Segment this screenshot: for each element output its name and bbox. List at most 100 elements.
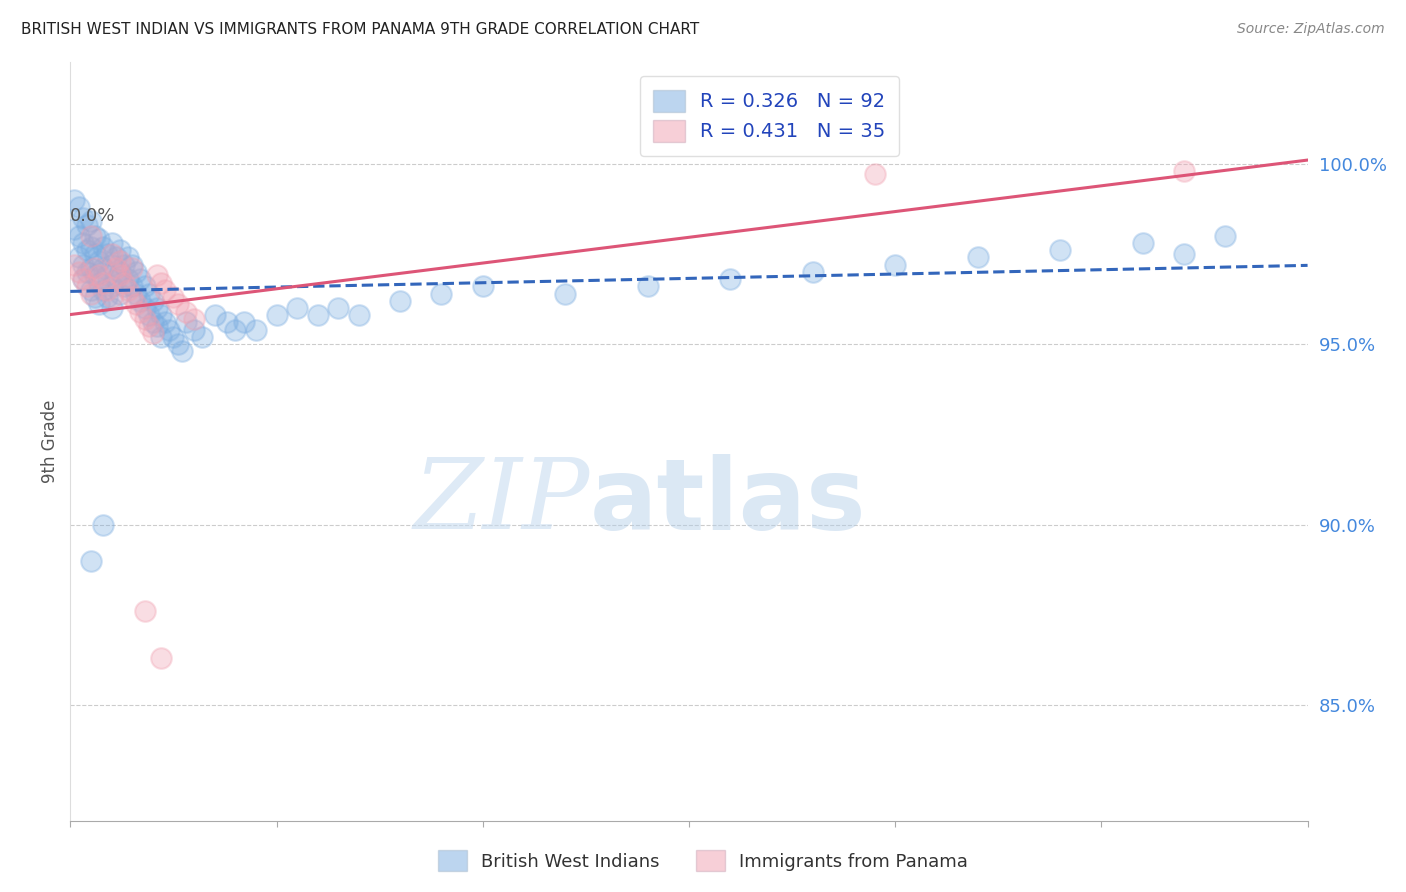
Point <box>430 286 453 301</box>
Point <box>863 167 886 181</box>
Point <box>1132 235 1154 250</box>
Point <box>80 214 103 228</box>
Point <box>96 290 118 304</box>
Point <box>104 251 127 265</box>
Point <box>91 239 114 253</box>
Point <box>150 330 173 344</box>
Point <box>138 308 160 322</box>
Point <box>100 301 122 315</box>
Point <box>84 268 107 283</box>
Y-axis label: 9th Grade: 9th Grade <box>41 400 59 483</box>
Point <box>76 218 98 232</box>
Point <box>146 318 169 333</box>
Point <box>801 265 824 279</box>
Point <box>89 232 111 246</box>
Point <box>146 301 169 315</box>
Point <box>112 258 135 272</box>
Point <box>121 261 143 276</box>
Point <box>554 286 576 301</box>
Point <box>134 604 156 618</box>
Point <box>104 261 127 276</box>
Point <box>1173 163 1195 178</box>
Point <box>166 297 188 311</box>
Point <box>67 200 90 214</box>
Point <box>72 211 94 225</box>
Point <box>72 235 94 250</box>
Point <box>138 286 160 301</box>
Point <box>134 311 156 326</box>
Point <box>100 279 122 293</box>
Point <box>84 228 107 243</box>
Point <box>166 337 188 351</box>
Point <box>471 279 494 293</box>
Point <box>89 254 111 268</box>
Point <box>76 265 98 279</box>
Point <box>142 326 165 341</box>
Point <box>174 304 197 318</box>
Point <box>91 517 114 532</box>
Legend: R = 0.326   N = 92, R = 0.431   N = 35: R = 0.326 N = 92, R = 0.431 N = 35 <box>640 76 898 156</box>
Point <box>146 268 169 283</box>
Point <box>67 251 90 265</box>
Point <box>96 268 118 283</box>
Point <box>162 330 184 344</box>
Point <box>718 272 741 286</box>
Point <box>117 283 139 297</box>
Point <box>63 221 86 235</box>
Point <box>153 315 176 329</box>
Point <box>72 258 94 272</box>
Point <box>637 279 659 293</box>
Point <box>91 261 114 276</box>
Point <box>224 323 246 337</box>
Point <box>89 297 111 311</box>
Point <box>129 304 152 318</box>
Point <box>142 315 165 329</box>
Point <box>121 258 143 272</box>
Point <box>100 235 122 250</box>
Point <box>91 276 114 290</box>
Point <box>125 265 148 279</box>
Point <box>162 290 184 304</box>
Point <box>1173 247 1195 261</box>
Point <box>170 344 193 359</box>
Legend: British West Indians, Immigrants from Panama: British West Indians, Immigrants from Pa… <box>430 843 976 879</box>
Point <box>328 301 350 315</box>
Point <box>129 293 152 308</box>
Point <box>84 261 107 276</box>
Point <box>108 265 131 279</box>
Point <box>72 272 94 286</box>
Point <box>84 290 107 304</box>
Point <box>96 283 118 297</box>
Point <box>1049 243 1071 257</box>
Point <box>215 315 238 329</box>
Point <box>153 283 176 297</box>
Point <box>100 247 122 261</box>
Point <box>125 297 148 311</box>
Point <box>347 308 370 322</box>
Point <box>183 323 205 337</box>
Text: 0.0%: 0.0% <box>70 207 115 225</box>
Point <box>966 251 988 265</box>
Point <box>89 276 111 290</box>
Point <box>121 290 143 304</box>
Point <box>89 268 111 283</box>
Point <box>204 308 226 322</box>
Point <box>232 315 254 329</box>
Point <box>117 272 139 286</box>
Point <box>150 651 173 665</box>
Point <box>80 286 103 301</box>
Point <box>138 318 160 333</box>
Point <box>63 258 86 272</box>
Point <box>67 265 90 279</box>
Point <box>285 301 308 315</box>
Point <box>117 251 139 265</box>
Point <box>121 279 143 293</box>
Point <box>67 228 90 243</box>
Point <box>157 323 180 337</box>
Point <box>63 193 86 207</box>
Point <box>91 283 114 297</box>
Point <box>150 308 173 322</box>
Point <box>108 243 131 257</box>
Point <box>142 293 165 308</box>
Point <box>84 247 107 261</box>
